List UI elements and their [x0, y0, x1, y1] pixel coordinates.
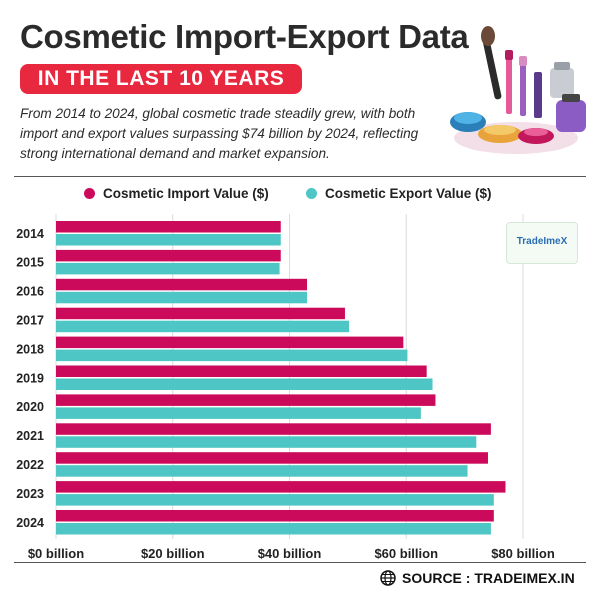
bar-import-2018	[56, 336, 404, 349]
category-label: 2020	[16, 400, 44, 414]
category-label: 2024	[16, 516, 44, 530]
bar-export-2018	[56, 349, 408, 362]
legend-item-import: Cosmetic Import Value ($)	[84, 186, 269, 201]
bar-export-2022	[56, 465, 468, 477]
category-label: 2017	[16, 313, 44, 327]
x-tick-label: $40 billion	[258, 546, 322, 560]
tradeimex-watermark: TradeImeX	[506, 222, 578, 264]
category-label: 2019	[16, 371, 44, 385]
bar-import-2017	[56, 307, 345, 320]
category-label: 2023	[16, 487, 44, 501]
bar-import-2019	[56, 365, 427, 377]
bar-export-2020	[56, 407, 421, 419]
bar-import-2021	[56, 423, 491, 435]
bar-import-2023	[56, 481, 506, 493]
legend-swatch-import	[84, 188, 95, 199]
bar-export-2014	[56, 234, 281, 246]
source-text: SOURCE : TRADEIMEX.IN	[402, 570, 575, 586]
description-text: From 2014 to 2024, global cosmetic trade…	[20, 106, 419, 161]
category-label: 2016	[16, 285, 44, 299]
category-label: 2022	[16, 458, 44, 472]
category-label: 2014	[16, 227, 44, 241]
globe-icon	[380, 570, 396, 586]
legend-label-export: Cosmetic Export Value ($)	[325, 186, 492, 201]
bar-import-2016	[56, 278, 308, 291]
watermark-text: TradeImeX	[516, 236, 568, 247]
bar-import-2022	[56, 452, 488, 464]
x-tick-label: $20 billion	[141, 546, 205, 560]
bar-import-2024	[56, 510, 494, 522]
legend-label-import: Cosmetic Import Value ($)	[103, 186, 269, 201]
period-badge: IN THE LAST 10 YEARS	[20, 64, 302, 94]
x-tick-label: $0 billion	[28, 546, 84, 560]
bar-export-2023	[56, 494, 494, 506]
bar-export-2015	[56, 262, 280, 275]
bar-export-2024	[56, 523, 491, 535]
cosmetics-illustration	[450, 26, 586, 154]
header-divider	[14, 176, 586, 177]
category-label: 2018	[16, 342, 44, 356]
legend-swatch-export	[306, 188, 317, 199]
footer-divider	[14, 562, 586, 563]
bar-export-2016	[56, 291, 308, 304]
x-tick-label: $80 billion	[491, 546, 555, 560]
source-credit: SOURCE : TRADEIMEX.IN	[380, 570, 575, 586]
page-title: Cosmetic Import-Export Data	[20, 18, 469, 55]
bar-import-2015	[56, 249, 281, 262]
chart-legend: Cosmetic Import Value ($) Cosmetic Expor…	[0, 186, 600, 208]
bar-import-2014	[56, 221, 281, 233]
category-label: 2021	[16, 429, 44, 443]
x-tick-label: $60 billion	[374, 546, 438, 560]
bar-chart: 2014 2015 2016 2017 2018 2019 2020 2021 2022 2023…	[16, 214, 555, 560]
bar-export-2021	[56, 436, 477, 448]
bar-import-2020	[56, 394, 436, 406]
category-label: 2015	[16, 256, 44, 270]
legend-item-export: Cosmetic Export Value ($)	[306, 186, 492, 201]
bar-export-2019	[56, 378, 433, 390]
bar-export-2017	[56, 320, 350, 333]
